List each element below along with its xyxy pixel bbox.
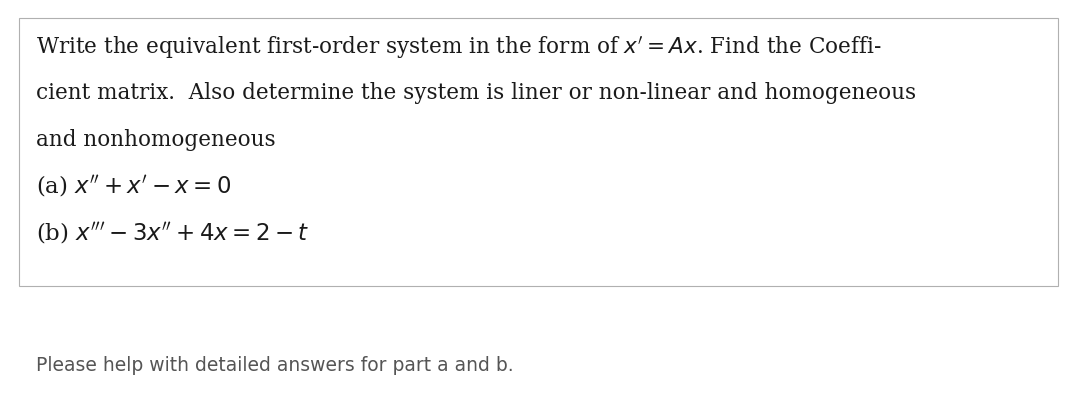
Text: (b) $x^{\prime\prime\prime} - 3x^{\prime\prime} + 4x = 2 - t$: (b) $x^{\prime\prime\prime} - 3x^{\prime… — [36, 221, 309, 247]
Text: cient matrix.  Also determine the system is liner or non-linear and homogeneous: cient matrix. Also determine the system … — [36, 82, 916, 104]
Text: and nonhomogeneous: and nonhomogeneous — [36, 129, 275, 151]
Text: Write the equivalent first-order system in the form of $x^{\prime} = Ax$. Find t: Write the equivalent first-order system … — [36, 35, 881, 61]
Text: Please help with detailed answers for part a and b.: Please help with detailed answers for pa… — [36, 356, 513, 375]
FancyBboxPatch shape — [19, 18, 1058, 286]
Text: (a) $x^{\prime\prime} + x^{\prime} - x = 0$: (a) $x^{\prime\prime} + x^{\prime} - x =… — [36, 174, 231, 200]
